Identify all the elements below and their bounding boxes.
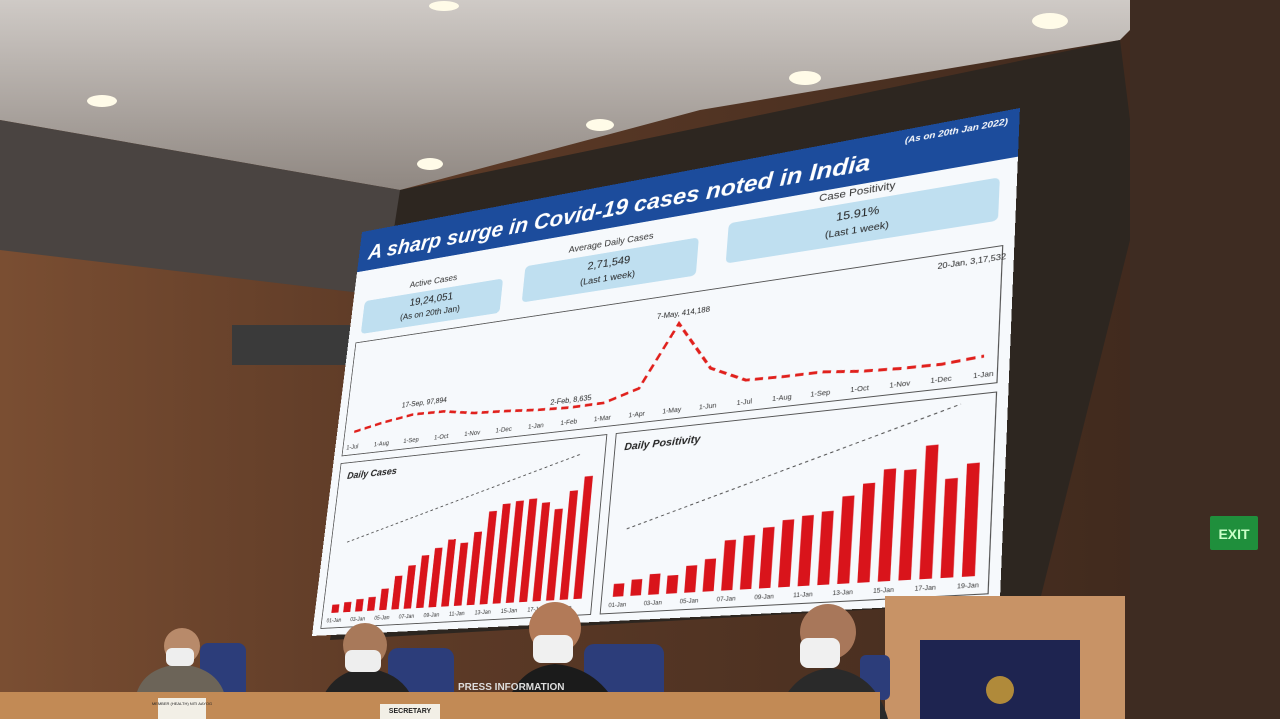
emblem xyxy=(986,676,1014,704)
nameplate-text: MEMBER (HEALTH) NITI AAYOG xyxy=(152,701,212,706)
nameplate-text: SECRETARY xyxy=(389,708,432,715)
banner-text: PRESS INFORMATION xyxy=(458,682,564,693)
podium xyxy=(885,596,1125,719)
